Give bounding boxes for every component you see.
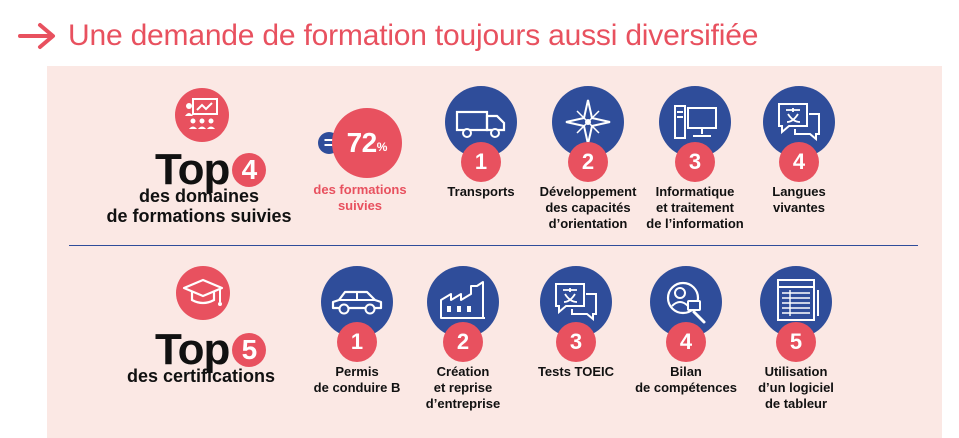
rank-badge: 5 [776, 322, 816, 362]
item-label: Bilan de compétences [635, 364, 737, 395]
item-label: Transports [447, 184, 515, 199]
infographic-panel: Top 4 des domaines de formations suivies… [47, 66, 942, 438]
rank-badge: 2 [443, 322, 483, 362]
top-number-badge: 5 [232, 333, 267, 367]
page-header: Une demande de formation toujours aussi … [18, 14, 758, 58]
rank-badge: 4 [666, 322, 706, 362]
section1-subtitle: des domaines de formations suivies [106, 186, 292, 226]
percent-badge: 72 % [332, 108, 402, 178]
rank-badge: 3 [675, 142, 715, 182]
top4-heading: Top 4 [155, 145, 267, 194]
top5-heading: Top 5 [155, 325, 267, 374]
rank-badge: 1 [461, 142, 501, 182]
item-label: Utilisation d’un logiciel de tableur [758, 364, 834, 411]
arrow-right-icon [18, 23, 55, 49]
percent-value: 72 [346, 127, 378, 158]
rank-badge: 3 [556, 322, 596, 362]
top-word: Top [155, 325, 230, 374]
page-title: Une demande de formation toujours aussi … [68, 19, 759, 52]
percent-label: des formations suivies [313, 182, 407, 213]
item-label: Permis de conduire B [313, 364, 401, 395]
top-word: Top [155, 145, 230, 194]
item-label: Développement des capacités d’orientatio… [539, 184, 637, 231]
section-divider [69, 245, 918, 246]
graduation-cap-icon [176, 266, 230, 320]
rank-badge: 4 [779, 142, 819, 182]
item-label: Informatique et traitement de l’informat… [646, 184, 744, 231]
rank-badge: 1 [337, 322, 377, 362]
section2-subtitle: des certifications [126, 366, 276, 386]
top-number-badge: 4 [232, 153, 267, 187]
item-label: Création et reprise d’entreprise [425, 364, 501, 411]
item-label: Tests TOEIC [537, 364, 615, 379]
percent-sign: % [376, 140, 388, 154]
translate-chat-icon [763, 86, 835, 158]
rank-badge: 2 [568, 142, 608, 182]
item-label: Langues vivantes [772, 184, 826, 215]
training-room-icon [175, 88, 229, 142]
